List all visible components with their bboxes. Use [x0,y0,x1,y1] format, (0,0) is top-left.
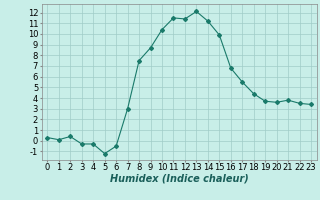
X-axis label: Humidex (Indice chaleur): Humidex (Indice chaleur) [110,174,249,184]
